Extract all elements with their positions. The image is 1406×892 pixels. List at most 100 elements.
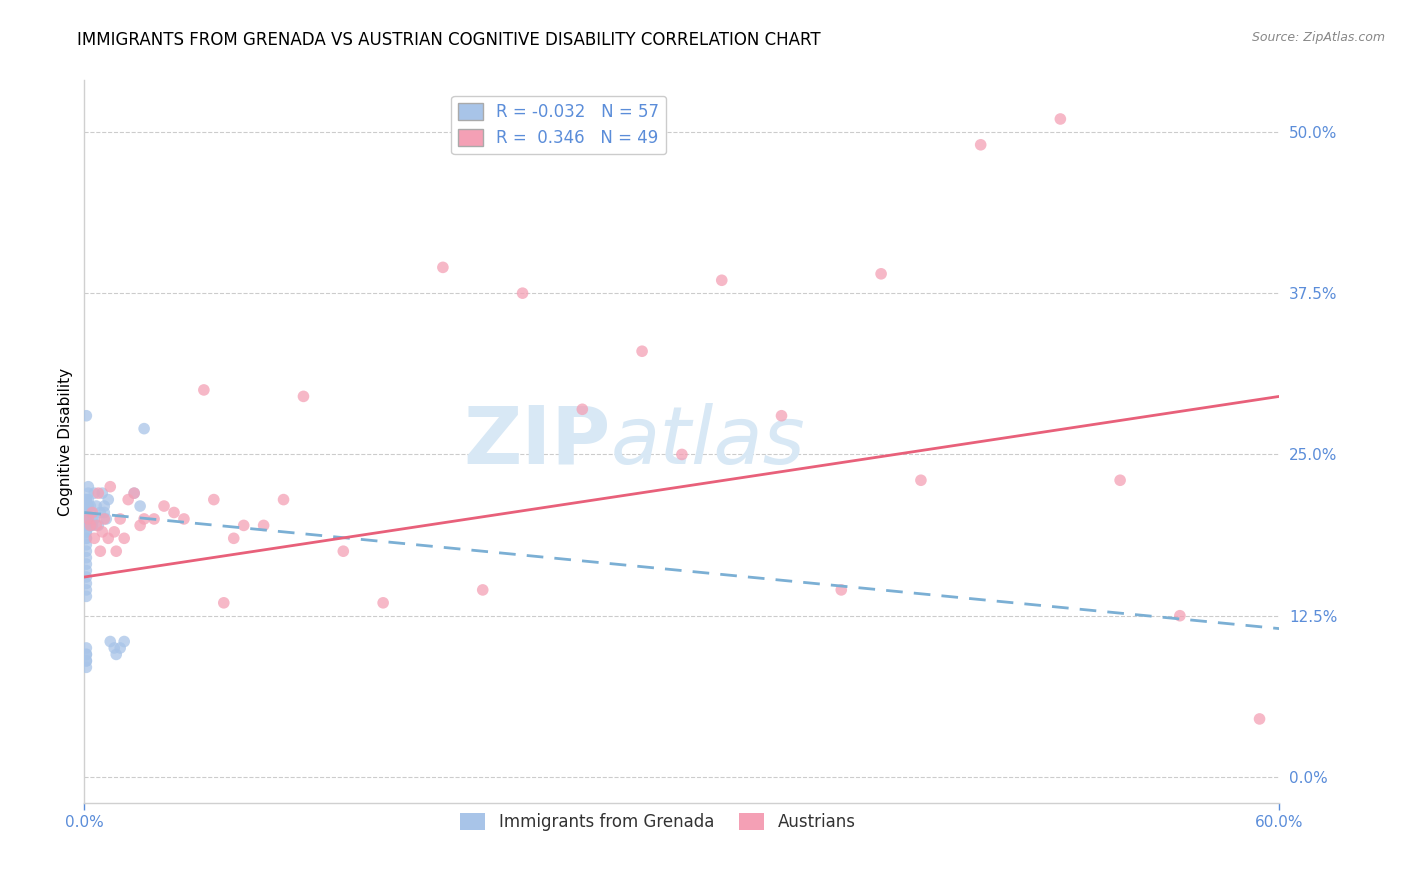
Point [86, 518, 108, 533]
Point [75, 582, 97, 597]
Point [332, 544, 354, 558]
Point [432, 260, 454, 275]
Y-axis label: Cognitive Disability: Cognitive Disability [58, 368, 73, 516]
Point [89, 544, 111, 558]
Point [79, 518, 101, 533]
Point [98, 480, 121, 494]
Point [631, 344, 654, 359]
Point [75, 648, 97, 662]
Point [122, 486, 145, 500]
Point [77, 499, 100, 513]
Point [96, 512, 118, 526]
Point [75, 654, 97, 668]
Point [89, 506, 111, 520]
Point [75, 660, 97, 674]
Point [103, 640, 125, 655]
Point [112, 531, 135, 545]
Point [75, 576, 97, 591]
Point [75, 512, 97, 526]
Point [132, 422, 156, 436]
Point [75, 564, 97, 578]
Point [75, 654, 97, 668]
Point [129, 499, 152, 513]
Point [97, 492, 120, 507]
Point [1168, 608, 1191, 623]
Point [75, 499, 97, 513]
Point [93, 506, 115, 520]
Point [86, 499, 108, 513]
Point [79, 518, 101, 533]
Point [222, 531, 245, 545]
Point [83, 531, 105, 545]
Point [75, 538, 97, 552]
Point [671, 447, 693, 461]
Point [571, 402, 593, 417]
Point [1109, 473, 1132, 487]
Point [75, 640, 97, 655]
Point [93, 499, 115, 513]
Point [110, 640, 132, 655]
Point [202, 492, 225, 507]
Point [970, 137, 993, 152]
Legend: Immigrants from Grenada, Austrians: Immigrants from Grenada, Austrians [454, 806, 862, 838]
Point [471, 582, 494, 597]
Point [253, 518, 276, 533]
Point [830, 582, 852, 597]
Point [212, 596, 235, 610]
Point [105, 648, 128, 662]
Point [75, 518, 97, 533]
Point [87, 518, 110, 533]
Point [75, 557, 97, 571]
Point [75, 524, 97, 539]
Point [129, 518, 152, 533]
Point [117, 492, 139, 507]
Point [770, 409, 793, 423]
Point [87, 486, 110, 500]
Point [93, 512, 115, 526]
Point [143, 512, 166, 526]
Point [103, 524, 125, 539]
Point [75, 499, 97, 513]
Point [1049, 112, 1071, 126]
Point [83, 512, 105, 526]
Point [110, 512, 132, 526]
Point [91, 486, 114, 500]
Point [512, 286, 534, 301]
Text: ZIP: ZIP [463, 402, 610, 481]
Point [193, 383, 215, 397]
Point [232, 518, 254, 533]
Point [173, 512, 195, 526]
Point [79, 506, 101, 520]
Point [82, 518, 104, 533]
Point [163, 506, 186, 520]
Text: atlas: atlas [610, 402, 806, 481]
Point [77, 480, 100, 494]
Point [75, 524, 97, 539]
Text: IMMIGRANTS FROM GRENADA VS AUSTRIAN COGNITIVE DISABILITY CORRELATION CHART: IMMIGRANTS FROM GRENADA VS AUSTRIAN COGN… [77, 31, 821, 49]
Point [83, 486, 105, 500]
Point [82, 512, 104, 526]
Point [75, 492, 97, 507]
Text: Source: ZipAtlas.com: Source: ZipAtlas.com [1251, 31, 1385, 45]
Point [77, 492, 100, 507]
Point [870, 267, 893, 281]
Point [97, 531, 120, 545]
Point [77, 486, 100, 500]
Point [75, 409, 97, 423]
Point [91, 524, 114, 539]
Point [153, 499, 176, 513]
Point [75, 544, 97, 558]
Point [75, 648, 97, 662]
Point [1249, 712, 1271, 726]
Point [75, 590, 97, 604]
Point [122, 486, 145, 500]
Point [273, 492, 295, 507]
Point [77, 512, 100, 526]
Point [132, 512, 156, 526]
Point [75, 531, 97, 545]
Point [75, 531, 97, 545]
Point [75, 506, 97, 520]
Point [75, 570, 97, 584]
Point [79, 499, 101, 513]
Point [75, 518, 97, 533]
